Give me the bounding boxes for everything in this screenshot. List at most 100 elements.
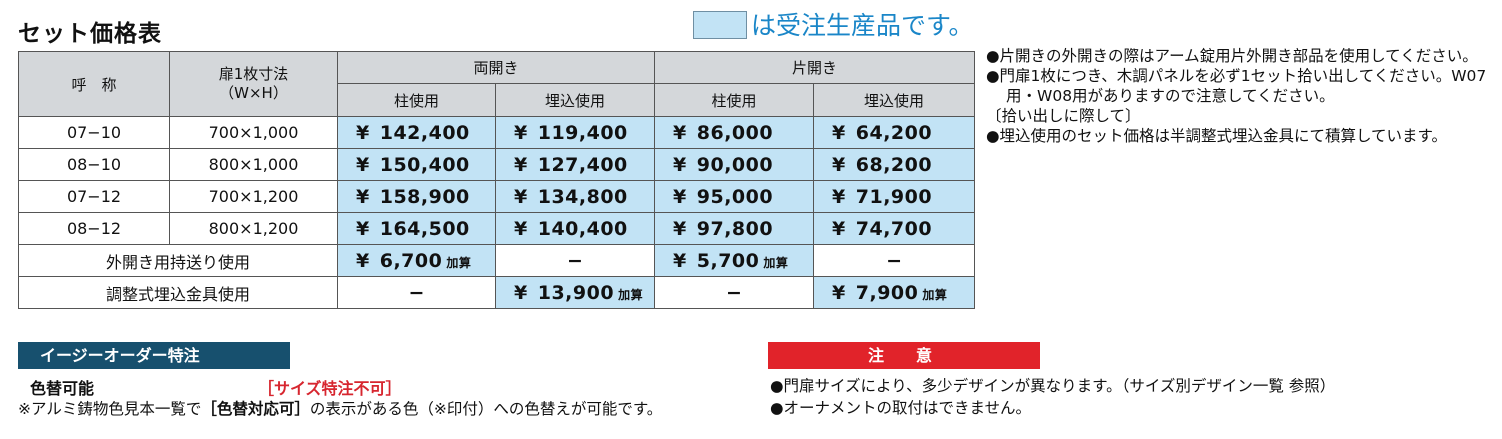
price-cell: ¥90,000 bbox=[654, 148, 815, 181]
price-value: 127,400 bbox=[537, 153, 628, 176]
caution-item: ●オーナメントの取付はできません。 bbox=[770, 399, 1032, 417]
size-note: ［サイズ特注不可］ bbox=[258, 379, 402, 398]
price-value: 140,400 bbox=[537, 217, 628, 240]
dash-cell: − bbox=[494, 244, 656, 277]
price-value: 164,500 bbox=[379, 217, 470, 240]
note-item: ●門扉1枚につき、木調パネルを必ず1セット拾い出してください。W07用・W08用… bbox=[986, 67, 1487, 105]
price-value: 7,900 bbox=[855, 281, 919, 304]
yen-sign: ¥ bbox=[514, 217, 528, 240]
caution-header: 注 意 bbox=[768, 342, 1040, 369]
price-value: 74,700 bbox=[855, 217, 933, 240]
price-cell: ¥7,900 加算 bbox=[813, 276, 976, 309]
note-item: ●片開きの外開きの際はアーム錠用片外開き部品を使用してください。 bbox=[986, 47, 1478, 65]
row-name: 08−10 bbox=[18, 148, 170, 181]
header-size: 扉1枚寸法 （W×H） bbox=[169, 51, 338, 117]
dash-cell: − bbox=[654, 276, 815, 309]
price-value: 97,800 bbox=[696, 217, 774, 240]
price-value: 119,400 bbox=[537, 121, 628, 144]
yen-sign: ¥ bbox=[673, 217, 687, 240]
table-row-adjust: 調整式埋込金具使用 − ¥13,900 加算 − ¥7,900 加算 bbox=[18, 276, 976, 309]
price-cell: ¥134,800 bbox=[494, 180, 656, 213]
header-single-pillar: 柱使用 bbox=[654, 83, 815, 117]
yen-sign: ¥ bbox=[673, 185, 687, 208]
price-cell: ¥140,400 bbox=[494, 212, 656, 245]
price-value: 6,700 bbox=[379, 249, 443, 272]
yen-sign: ¥ bbox=[832, 217, 846, 240]
add-label: 加算 bbox=[763, 255, 789, 270]
price-cell: ¥68,200 bbox=[813, 148, 976, 181]
price-cell: ¥86,000 bbox=[654, 116, 815, 149]
legend-swatch bbox=[693, 11, 747, 39]
header-double-pillar: 柱使用 bbox=[337, 83, 496, 117]
yen-sign: ¥ bbox=[673, 249, 687, 272]
price-cell: ¥150,400 bbox=[337, 148, 496, 181]
table-row: 07−12 700×1,200 ¥158,900 ¥134,800 ¥95,00… bbox=[18, 180, 976, 213]
yen-sign: ¥ bbox=[356, 217, 370, 240]
add-label: 加算 bbox=[446, 255, 472, 270]
price-table: 呼 称 扉1枚寸法 （W×H） 両開き 片開き 柱使用 埋込使用 柱使用 埋込使… bbox=[18, 51, 976, 309]
price-cell: ¥97,800 bbox=[654, 212, 815, 245]
color-change-description: ※アルミ鋳物色見本一覧で［色替対応可］の表示がある色（※印付）への色替えが可能で… bbox=[18, 397, 662, 419]
yen-sign: ¥ bbox=[673, 153, 687, 176]
price-value: 150,400 bbox=[379, 153, 470, 176]
yen-sign: ¥ bbox=[356, 121, 370, 144]
yen-sign: ¥ bbox=[356, 185, 370, 208]
add-label: 加算 bbox=[922, 287, 948, 302]
price-cell: ¥119,400 bbox=[494, 116, 656, 149]
price-value: 86,000 bbox=[696, 121, 774, 144]
price-cell: ¥71,900 bbox=[813, 180, 976, 213]
price-value: 71,900 bbox=[855, 185, 933, 208]
yen-sign: ¥ bbox=[514, 281, 528, 304]
table-row: 08−12 800×1,200 ¥164,500 ¥140,400 ¥97,80… bbox=[18, 212, 976, 245]
price-cell: ¥64,200 bbox=[813, 116, 976, 149]
price-value: 90,000 bbox=[696, 153, 774, 176]
yen-sign: ¥ bbox=[832, 185, 846, 208]
caution-list: ●門扉サイズにより、多少デザインが異なります。（サイズ別デザイン一覧 参照） ●… bbox=[770, 375, 1335, 419]
yen-sign: ¥ bbox=[832, 153, 846, 176]
desc-post: の表示がある色（※印付）への色替えが可能です。 bbox=[309, 400, 663, 418]
page-title: セット価格表 bbox=[18, 21, 162, 47]
yen-sign: ¥ bbox=[514, 153, 528, 176]
yen-sign: ¥ bbox=[356, 249, 370, 272]
price-value: 5,700 bbox=[696, 249, 760, 272]
easy-order-header: イージーオーダー特注 bbox=[18, 342, 290, 369]
price-cell: ¥127,400 bbox=[494, 148, 656, 181]
header-size-line1: 扉1枚寸法 bbox=[218, 65, 289, 83]
note-heading: 〔拾い出しに際して〕 bbox=[986, 107, 1141, 125]
row-name: 07−12 bbox=[18, 180, 170, 213]
price-value: 158,900 bbox=[379, 185, 470, 208]
table-row: 07−10 700×1,000 ¥142,400 ¥119,400 ¥86,00… bbox=[18, 116, 976, 149]
price-value: 134,800 bbox=[537, 185, 628, 208]
header-single: 片開き bbox=[654, 51, 976, 84]
table-row: 08−10 800×1,000 ¥150,400 ¥127,400 ¥90,00… bbox=[18, 148, 976, 181]
row-outward-label: 外開き用持送り使用 bbox=[18, 244, 338, 277]
desc-pre: ※アルミ鋳物色見本一覧で bbox=[18, 400, 202, 418]
row-adjust-label: 調整式埋込金具使用 bbox=[18, 276, 338, 309]
header-double-embed: 埋込使用 bbox=[494, 83, 656, 117]
yen-sign: ¥ bbox=[832, 281, 846, 304]
header-single-embed: 埋込使用 bbox=[813, 83, 976, 117]
row-size: 700×1,000 bbox=[169, 116, 338, 149]
desc-bold: ［色替対応可］ bbox=[201, 400, 310, 418]
yen-sign: ¥ bbox=[356, 153, 370, 176]
price-cell: ¥164,500 bbox=[337, 212, 496, 245]
add-label: 加算 bbox=[618, 287, 644, 302]
price-value: 13,900 bbox=[537, 281, 615, 304]
dash-cell: − bbox=[337, 276, 496, 309]
row-name: 07−10 bbox=[18, 116, 170, 149]
price-value: 68,200 bbox=[855, 153, 933, 176]
legend-text: は受注生産品です。 bbox=[751, 11, 974, 40]
row-size: 800×1,200 bbox=[169, 212, 338, 245]
yen-sign: ¥ bbox=[673, 121, 687, 144]
notes-list: ●片開きの外開きの際はアーム錠用片外開き部品を使用してください。 ●門扉1枚につ… bbox=[986, 46, 1491, 146]
price-cell: ¥6,700 加算 bbox=[337, 244, 496, 277]
header-size-line2: （W×H） bbox=[219, 84, 288, 102]
dash-cell: − bbox=[813, 244, 976, 277]
price-cell: ¥142,400 bbox=[337, 116, 496, 149]
caution-item: ●門扉サイズにより、多少デザインが異なります。（サイズ別デザイン一覧 参照） bbox=[770, 377, 1336, 395]
price-cell: ¥158,900 bbox=[337, 180, 496, 213]
table-row-outward: 外開き用持送り使用 ¥6,700 加算 − ¥5,700 加算 − bbox=[18, 244, 976, 277]
yen-sign: ¥ bbox=[514, 185, 528, 208]
yen-sign: ¥ bbox=[832, 121, 846, 144]
price-cell: ¥95,000 bbox=[654, 180, 815, 213]
